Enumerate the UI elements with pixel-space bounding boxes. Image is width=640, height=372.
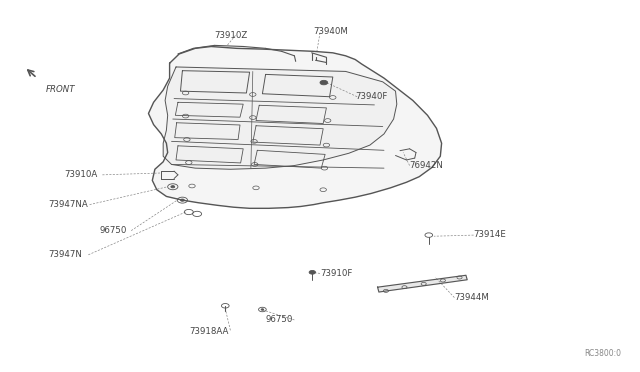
Text: FRONT: FRONT [46, 85, 76, 94]
Text: 73940M: 73940M [314, 27, 348, 36]
Text: RC3800:0: RC3800:0 [584, 349, 621, 358]
Circle shape [261, 309, 264, 310]
Text: 73910Z: 73910Z [214, 31, 248, 40]
Text: 73914E: 73914E [474, 230, 506, 239]
Polygon shape [163, 67, 397, 169]
Circle shape [309, 270, 316, 274]
Text: 73947N: 73947N [48, 250, 82, 259]
Polygon shape [148, 46, 442, 208]
Text: 96750: 96750 [99, 226, 127, 235]
Circle shape [180, 199, 184, 201]
Circle shape [320, 80, 328, 85]
Text: 76942N: 76942N [410, 161, 444, 170]
Text: 73947NA: 73947NA [48, 200, 88, 209]
Circle shape [171, 186, 175, 188]
Text: 96750: 96750 [266, 315, 293, 324]
Text: 73944M: 73944M [454, 293, 489, 302]
Text: 73918AA: 73918AA [189, 327, 228, 336]
Polygon shape [378, 275, 467, 292]
Text: 73940F: 73940F [355, 92, 388, 101]
Text: 73910A: 73910A [64, 170, 97, 179]
Text: 73910F: 73910F [320, 269, 353, 278]
